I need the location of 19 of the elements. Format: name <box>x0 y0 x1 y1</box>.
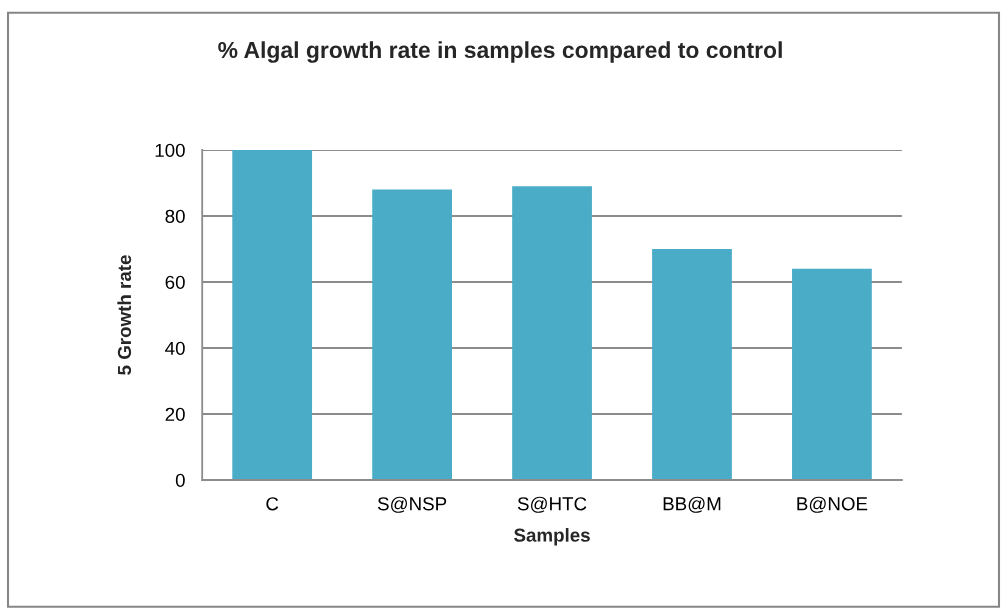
y-tick-label: 40 <box>165 341 185 355</box>
y-tick-label: 60 <box>165 275 185 289</box>
x-tick-label: S@HTC <box>517 496 587 513</box>
x-tick-label: S@NSP <box>377 496 447 513</box>
chart-title: % Algal growth rate in samples compared to control <box>218 41 782 63</box>
bar <box>652 249 732 480</box>
x-tick-label: C <box>266 497 279 511</box>
y-axis-title: 5 Growth rate <box>117 255 132 375</box>
y-tick-label: 0 <box>175 473 185 487</box>
x-tick-label: BB@M <box>663 496 721 513</box>
bar <box>232 150 313 480</box>
y-tick-label: 20 <box>165 407 185 421</box>
x-tick-label: B@NOE <box>797 496 868 513</box>
bar <box>792 268 872 480</box>
y-tick-label: 80 <box>165 209 185 223</box>
bar <box>512 186 592 480</box>
bar <box>372 189 452 480</box>
y-tick-label: 100 <box>155 143 185 157</box>
x-axis-title: Samples <box>514 528 590 546</box>
